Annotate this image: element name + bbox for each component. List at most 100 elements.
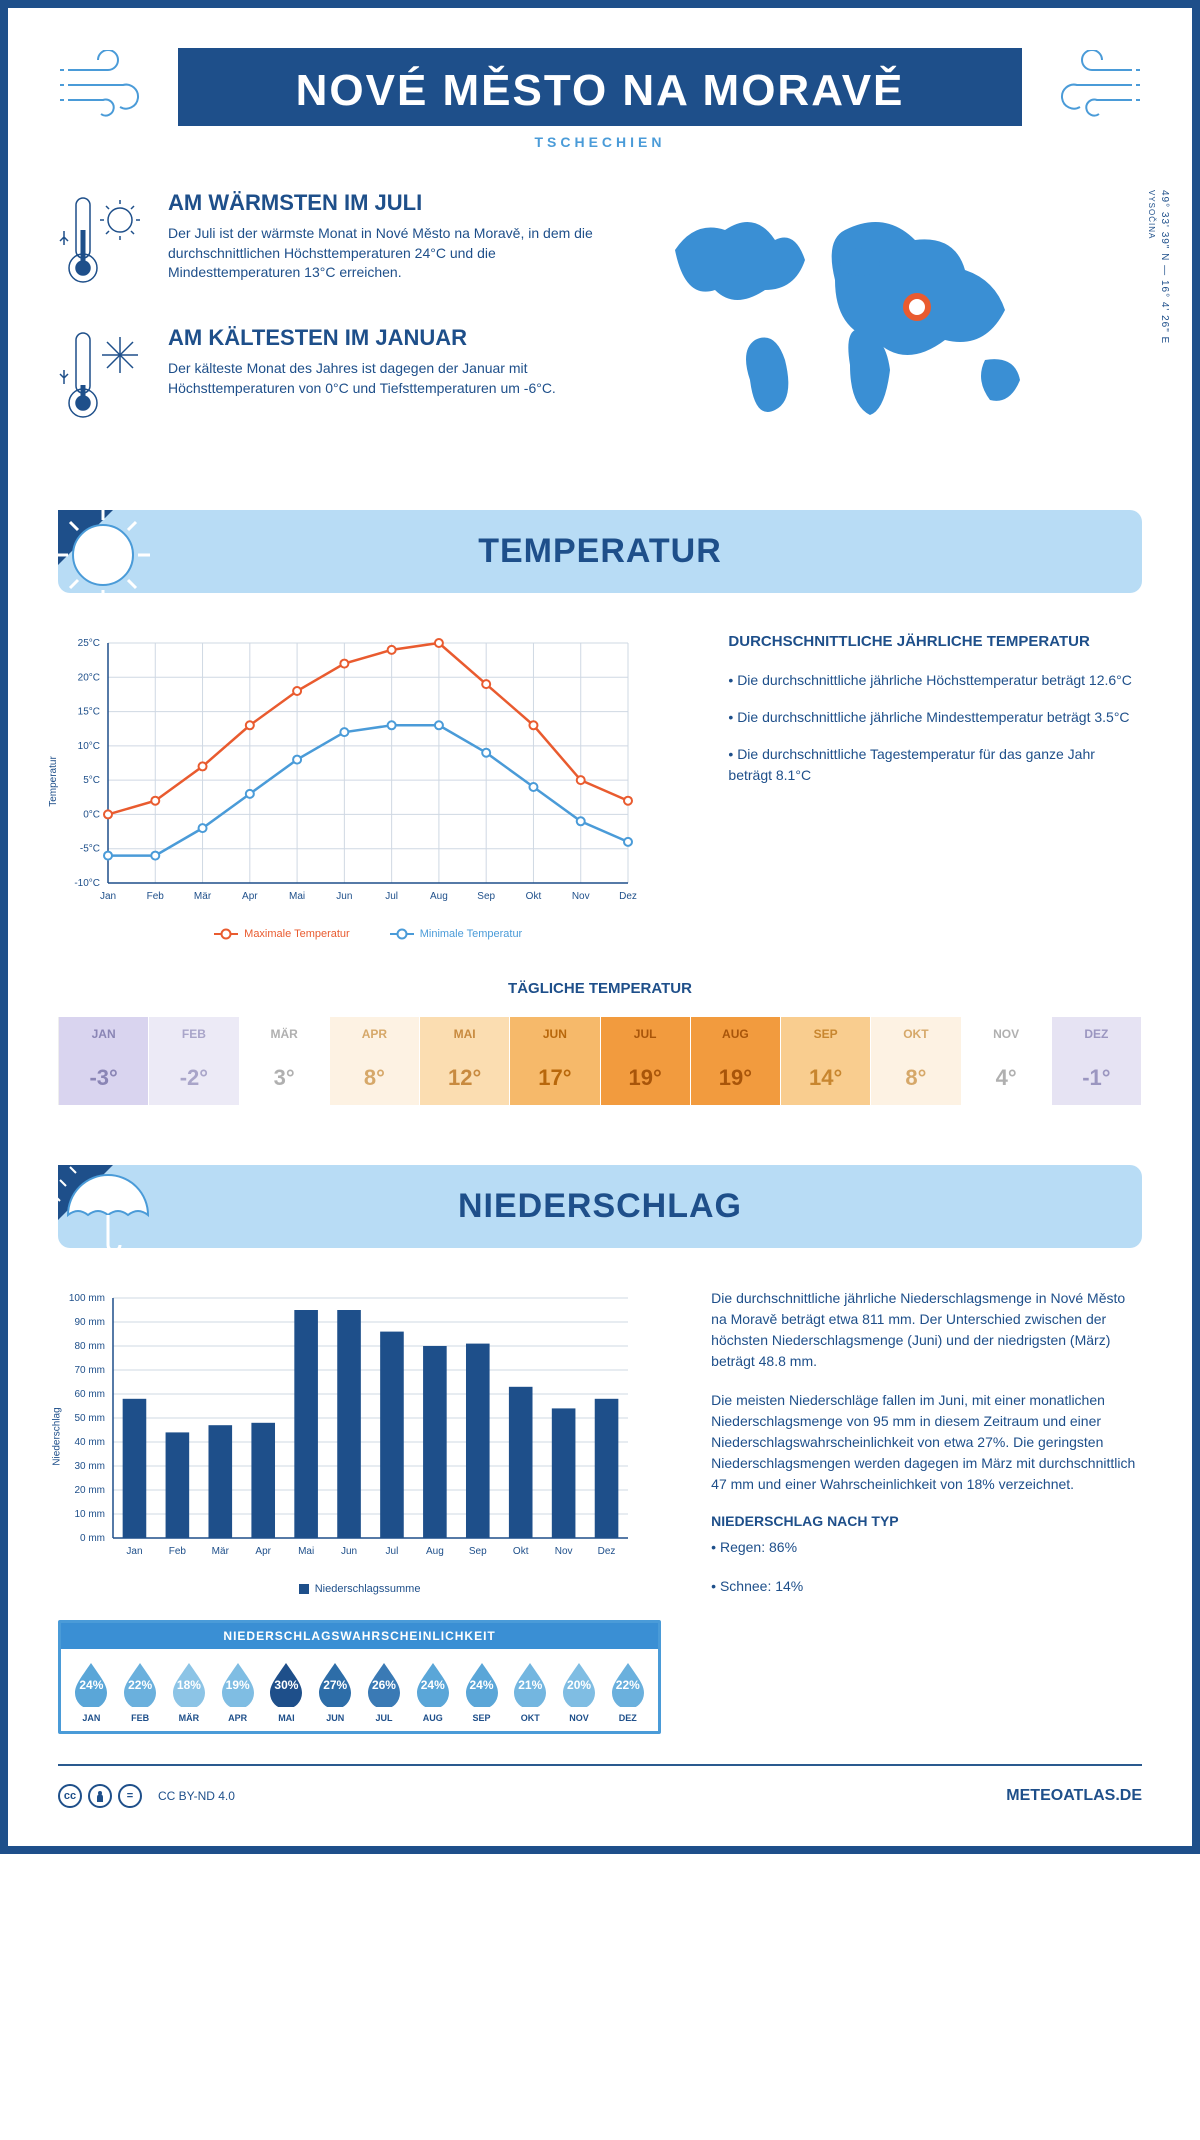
- temperature-info: DURCHSCHNITTLICHE JÄHRLICHE TEMPERATUR •…: [728, 633, 1142, 940]
- drop-month: MAI: [262, 1713, 311, 1723]
- warmest-text: Der Juli ist der wärmste Monat in Nové M…: [168, 224, 605, 283]
- svg-text:Jun: Jun: [341, 1546, 357, 1557]
- drop-icon: 22%: [119, 1661, 161, 1707]
- drop-icon: 24%: [461, 1661, 503, 1707]
- daily-value: -3°: [59, 1051, 148, 1105]
- svg-text:5°C: 5°C: [83, 775, 100, 786]
- footer: cc = CC BY-ND 4.0 METEOATLAS.DE: [58, 1764, 1142, 1826]
- probability-drop: 21%OKT: [506, 1661, 555, 1723]
- precip-type-2: • Schnee: 14%: [711, 1576, 1142, 1597]
- daily-cell: JUN17°: [510, 1017, 600, 1105]
- probability-drop: 22%FEB: [116, 1661, 165, 1723]
- svg-text:Jul: Jul: [386, 1546, 399, 1557]
- daily-value: 19°: [691, 1051, 780, 1105]
- wind-icon-right: [1042, 50, 1142, 125]
- drop-percentage: 24%: [79, 1678, 103, 1692]
- svg-text:70 mm: 70 mm: [74, 1365, 105, 1376]
- svg-text:-10°C: -10°C: [74, 878, 100, 889]
- daily-value: 8°: [871, 1051, 960, 1105]
- daily-cell: APR8°: [330, 1017, 420, 1105]
- daily-month: MAI: [420, 1017, 509, 1051]
- svg-text:Dez: Dez: [598, 1546, 616, 1557]
- wind-icon-left: [58, 50, 158, 125]
- precipitation-info: Die durchschnittliche jährliche Niedersc…: [711, 1288, 1142, 1734]
- drop-month: APR: [213, 1713, 262, 1723]
- daily-value: 14°: [781, 1051, 870, 1105]
- svg-text:10°C: 10°C: [78, 741, 100, 752]
- drop-percentage: 22%: [616, 1678, 640, 1692]
- svg-text:90 mm: 90 mm: [74, 1317, 105, 1328]
- world-map: VYSOČINA 49° 33' 39" N — 16° 4' 26" E: [645, 190, 1142, 460]
- daily-month: FEB: [149, 1017, 238, 1051]
- precip-type-1: • Regen: 86%: [711, 1537, 1142, 1558]
- daily-cell: MÄR3°: [240, 1017, 330, 1105]
- svg-text:Okt: Okt: [513, 1546, 529, 1557]
- daily-value: 12°: [420, 1051, 509, 1105]
- drop-icon: 27%: [314, 1661, 356, 1707]
- title-block: NOVÉ MĚSTO NA MORAVĚ: [178, 48, 1022, 126]
- svg-text:Sep: Sep: [469, 1546, 487, 1557]
- precip-para-2: Die meisten Niederschläge fallen im Juni…: [711, 1390, 1142, 1495]
- temp-info-2: • Die durchschnittliche jährliche Mindes…: [728, 707, 1142, 728]
- svg-text:Jun: Jun: [336, 891, 352, 902]
- coordinates: 49° 33' 39" N — 16° 4' 26" E: [1159, 190, 1170, 344]
- temp-y-axis-label: Temperatur: [48, 756, 59, 807]
- svg-text:Aug: Aug: [426, 1546, 444, 1557]
- daily-cell: AUG19°: [691, 1017, 781, 1105]
- precipitation-row: Niederschlag 0 mm10 mm20 mm30 mm40 mm50 …: [58, 1288, 1142, 1734]
- daily-month: JUL: [601, 1017, 690, 1051]
- svg-text:0 mm: 0 mm: [80, 1533, 105, 1544]
- daily-value: 8°: [330, 1051, 419, 1105]
- svg-text:Apr: Apr: [255, 1546, 271, 1557]
- drop-percentage: 19%: [226, 1678, 250, 1692]
- daily-value: 3°: [240, 1051, 329, 1105]
- drop-icon: 18%: [168, 1661, 210, 1707]
- coldest-text: Der kälteste Monat des Jahres ist dagege…: [168, 359, 605, 398]
- temp-info-title: DURCHSCHNITTLICHE JÄHRLICHE TEMPERATUR: [728, 633, 1142, 650]
- svg-text:15°C: 15°C: [78, 707, 100, 718]
- temperature-heading: TEMPERATUR: [58, 532, 1142, 571]
- svg-text:Feb: Feb: [169, 1546, 187, 1557]
- nd-icon: =: [118, 1784, 142, 1808]
- drop-month: AUG: [408, 1713, 457, 1723]
- daily-month: DEZ: [1052, 1017, 1141, 1051]
- svg-text:Aug: Aug: [430, 891, 448, 902]
- probability-drop: 24%JAN: [67, 1661, 116, 1723]
- svg-text:40 mm: 40 mm: [74, 1437, 105, 1448]
- thermometer-snow-icon: [58, 325, 148, 430]
- drop-icon: 26%: [363, 1661, 405, 1707]
- svg-text:Nov: Nov: [555, 1546, 573, 1557]
- legend-min: Minimale Temperatur: [420, 928, 523, 940]
- daily-month: JUN: [510, 1017, 599, 1051]
- probability-drop: 22%DEZ: [603, 1661, 652, 1723]
- precip-y-axis-label: Niederschlag: [52, 1407, 63, 1465]
- drop-percentage: 27%: [323, 1678, 347, 1692]
- brand: METEOATLAS.DE: [1006, 1787, 1142, 1805]
- probability-drop: 24%SEP: [457, 1661, 506, 1723]
- daily-month: OKT: [871, 1017, 960, 1051]
- svg-text:Mär: Mär: [194, 891, 212, 902]
- location-marker-icon: [903, 293, 931, 321]
- daily-value: 17°: [510, 1051, 599, 1105]
- daily-cell: SEP14°: [781, 1017, 871, 1105]
- legend-max: Maximale Temperatur: [244, 928, 350, 940]
- drop-percentage: 24%: [469, 1678, 493, 1692]
- precipitation-bar-chart: Niederschlag 0 mm10 mm20 mm30 mm40 mm50 …: [58, 1288, 661, 1573]
- svg-text:Jul: Jul: [385, 891, 398, 902]
- svg-text:0°C: 0°C: [83, 809, 100, 820]
- drop-percentage: 22%: [128, 1678, 152, 1692]
- thermometer-sun-icon: [58, 190, 148, 295]
- infographic-page: NOVÉ MĚSTO NA MORAVĚ TSCHECHIEN AM WÄRMS…: [0, 0, 1200, 1854]
- probability-title: NIEDERSCHLAGSWAHRSCHEINLICHKEIT: [61, 1623, 658, 1649]
- warmest-block: AM WÄRMSTEN IM JULI Der Juli ist der wär…: [58, 190, 605, 295]
- svg-text:100 mm: 100 mm: [69, 1293, 105, 1304]
- temp-info-1: • Die durchschnittliche jährliche Höchst…: [728, 670, 1142, 691]
- daily-month: JAN: [59, 1017, 148, 1051]
- drop-percentage: 21%: [518, 1678, 542, 1692]
- drop-percentage: 20%: [567, 1678, 591, 1692]
- svg-text:25°C: 25°C: [78, 638, 100, 649]
- city-title: NOVÉ MĚSTO NA MORAVĚ: [178, 66, 1022, 116]
- daily-value: -1°: [1052, 1051, 1141, 1105]
- svg-text:-5°C: -5°C: [80, 844, 100, 855]
- precipitation-heading: NIEDERSCHLAG: [58, 1187, 1142, 1226]
